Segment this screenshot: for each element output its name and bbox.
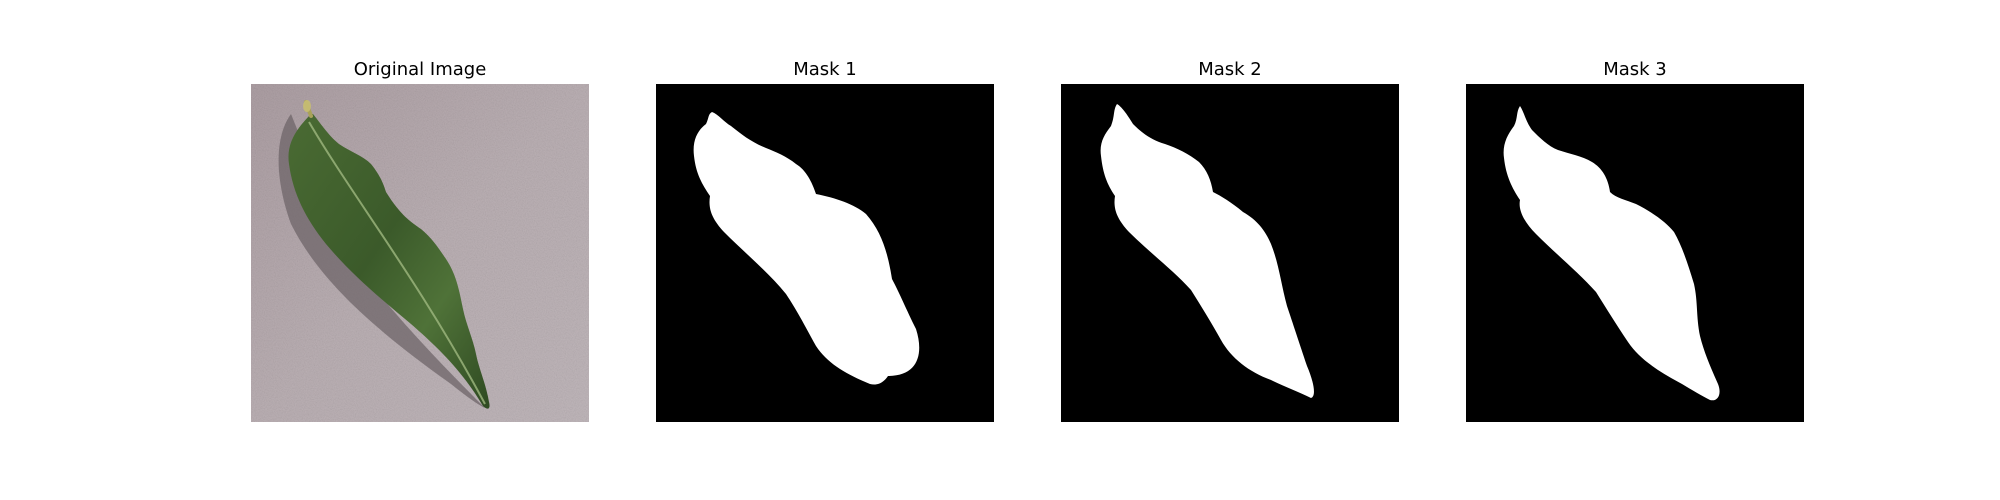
panel-mask-3: Mask 3: [1466, 58, 1804, 422]
panel-title: Mask 1: [793, 59, 857, 80]
leaf-midrib: [308, 121, 486, 405]
panel-title: Original Image: [353, 59, 487, 80]
panel-title: Mask 2: [1198, 59, 1262, 80]
mask-3-image: [1466, 84, 1804, 422]
mask-1-image: [656, 84, 994, 422]
mask-foreground: [1503, 106, 1720, 401]
panel-original-image: Original Image: [251, 58, 589, 422]
mask-foreground: [693, 112, 920, 385]
panel-title: Mask 3: [1603, 59, 1667, 80]
panel-mask-2: Mask 2: [1061, 58, 1399, 422]
leaf-body: [288, 114, 490, 409]
original-leaf-photo: [251, 84, 589, 422]
mask-2-image: [1061, 84, 1399, 422]
panel-mask-1: Mask 1: [656, 58, 994, 422]
mask-foreground: [1100, 104, 1314, 398]
